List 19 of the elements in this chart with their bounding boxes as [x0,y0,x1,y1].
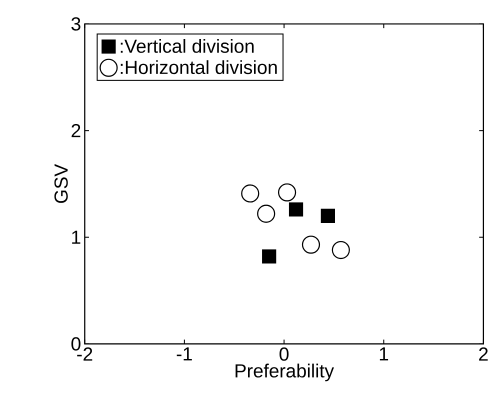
point [278,184,296,202]
x-axis-title: Preferability [236,364,334,382]
x-tick-label: 0 [280,348,289,361]
point [241,184,260,203]
legend-label: :Vertical division [120,39,254,54]
point [332,241,350,260]
y-axis-title: GSV [54,164,68,204]
y-tick-label: 1 [72,230,80,244]
point [320,208,336,224]
x-tick-label: 1 [380,348,388,361]
point [302,236,320,254]
x-tick-label: -1 [176,348,192,361]
y-tick-label: 2 [72,124,80,138]
x-tick-label: 2 [479,348,488,361]
y-tick-label: 3 [71,17,80,31]
point [288,202,304,217]
point [262,250,276,264]
legend-label: :Horizontal division [120,60,277,74]
point [257,204,276,223]
